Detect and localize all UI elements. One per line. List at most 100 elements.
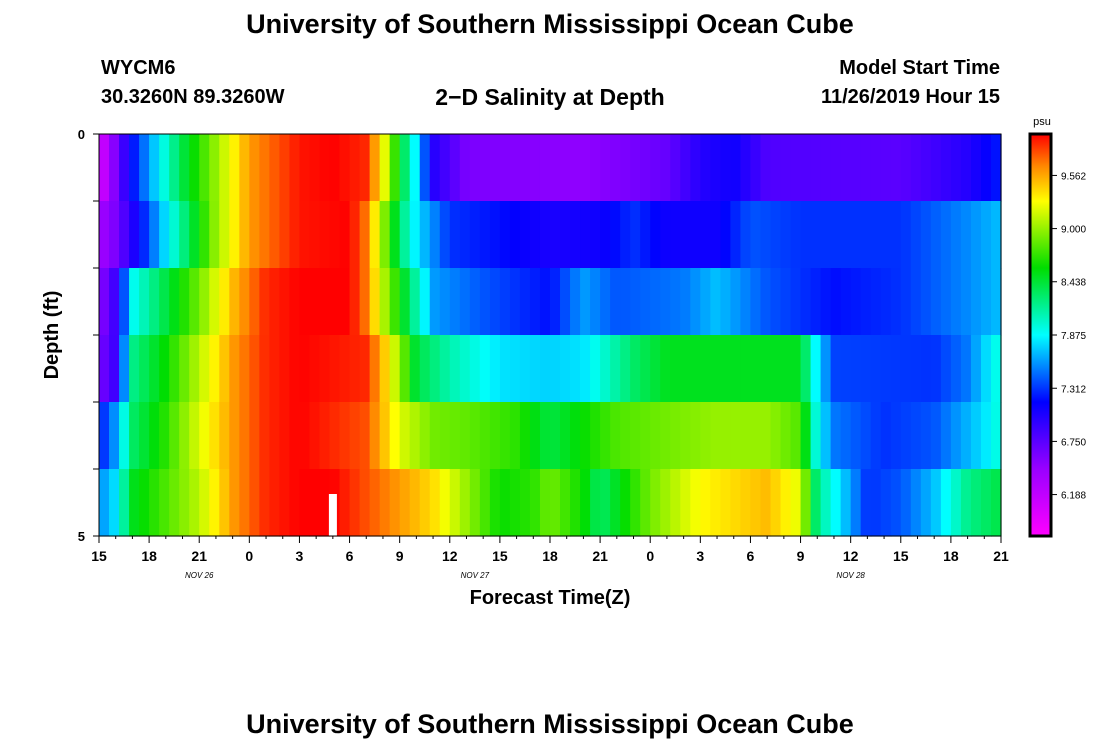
heatmap-cell [199,469,210,537]
heatmap-cell [620,134,631,202]
heatmap-cell [640,201,651,269]
heatmap-cell [870,335,882,403]
heatmap-cell [870,469,882,537]
heatmap-cell [920,469,932,537]
heatmap-cell [910,134,922,202]
heatmap-cell [229,134,240,202]
heatmap-cell [640,134,651,202]
heatmap-cell [860,335,872,403]
heatmap-cell [810,268,822,336]
heatmap-cell [660,402,671,470]
heatmap-cell [509,201,521,269]
heatmap-cell [309,134,321,202]
heatmap-cell [690,335,701,403]
heatmap-cell [710,335,721,403]
heatmap-cell [690,134,701,202]
heatmap-cell [820,402,832,470]
heatmap-cell [780,402,792,470]
heatmap-cell [700,335,711,403]
x-tick-label: 21 [993,548,1009,564]
heatmap-cell [620,335,631,403]
x-tick-label: 3 [296,548,304,564]
heatmap-cell [600,335,611,403]
heatmap-cell [459,402,471,470]
heatmap-cell [820,469,832,537]
heatmap-cell [760,201,772,269]
heatmap-cell [99,268,110,336]
heatmap-cell [610,201,621,269]
heatmap-cell [209,335,220,403]
heatmap-cell [710,134,721,202]
heatmap-cell [910,402,922,470]
heatmap-cell [930,134,942,202]
station-id: WYCM6 [101,57,176,79]
heatmap-cell [259,268,270,336]
heatmap-cell [930,402,942,470]
heatmap-cell [409,134,421,202]
heatmap-cell [469,402,481,470]
x-tick-label: 18 [943,548,959,564]
heatmap-cell [109,268,120,336]
heatmap-cell [980,268,992,336]
heatmap-cell [359,201,371,269]
heatmap-cell [229,469,240,537]
heatmap-cell [820,201,832,269]
heatmap-cell [870,402,882,470]
heatmap-cell [720,335,731,403]
heatmap-cell [309,335,321,403]
heatmap-cell [149,134,160,202]
heatmap-cell [299,402,311,470]
heatmap-cell [840,469,852,537]
heatmap-cell [309,469,321,537]
heatmap-cell [229,402,240,470]
heatmap-cell [439,268,451,336]
heatmap-cell [129,335,140,403]
heatmap-cell [560,268,571,336]
heatmap-cell [489,335,501,403]
colorbar-legend: psu 6.188 6.750 7.312 7.875 8.438 9.000 9.562 [1028,116,1086,538]
heatmap-cell [550,402,561,470]
heatmap-cell [419,201,431,269]
heatmap-cell [529,201,541,269]
heatmap-cell [509,335,521,403]
date-label: NOV 27 [461,571,490,580]
heatmap-cell [670,134,681,202]
heatmap-cell [299,469,311,537]
heatmap-cell [800,469,812,537]
heatmap-cell [720,402,731,470]
heatmap-cell [590,134,601,202]
heatmap-cell [109,469,120,537]
colorbar-ticks: 6.188 6.750 7.312 7.875 8.438 9.000 9.562 [1051,171,1086,502]
heatmap-cell [329,201,341,269]
heatmap-cell [489,201,501,269]
heatmap-cell [620,469,631,537]
heatmap-cell [189,335,200,403]
heatmap-cell [139,268,150,336]
x-tick-label: 12 [843,548,859,564]
heatmap-cell [459,469,471,537]
heatmap-cell [780,335,792,403]
heatmap-cell [249,469,260,537]
heatmap-cell [760,268,772,336]
heatmap-cell [379,134,391,202]
heatmap-cell [139,469,150,537]
heatmap-cell [640,268,651,336]
heatmap-cell [770,134,782,202]
heatmap-cell [880,268,892,336]
heatmap-cell [730,402,742,470]
heatmap-cell [339,134,351,202]
heatmap-cell [550,335,561,403]
heatmap-cell [640,469,651,537]
station-coordinates: 30.3260N 89.3260W [101,86,285,108]
heatmap-cell [239,201,250,269]
heatmap-cell [459,201,471,269]
heatmap-cell [750,469,762,537]
heatmap-cell [920,134,932,202]
heatmap-cell [319,134,331,202]
date-label: NOV 26 [185,571,214,580]
heatmap-cell [389,402,401,470]
heatmap-cell [830,134,842,202]
heatmap-cell [880,335,892,403]
heatmap-cell [700,469,711,537]
heatmap-cell [369,402,381,470]
